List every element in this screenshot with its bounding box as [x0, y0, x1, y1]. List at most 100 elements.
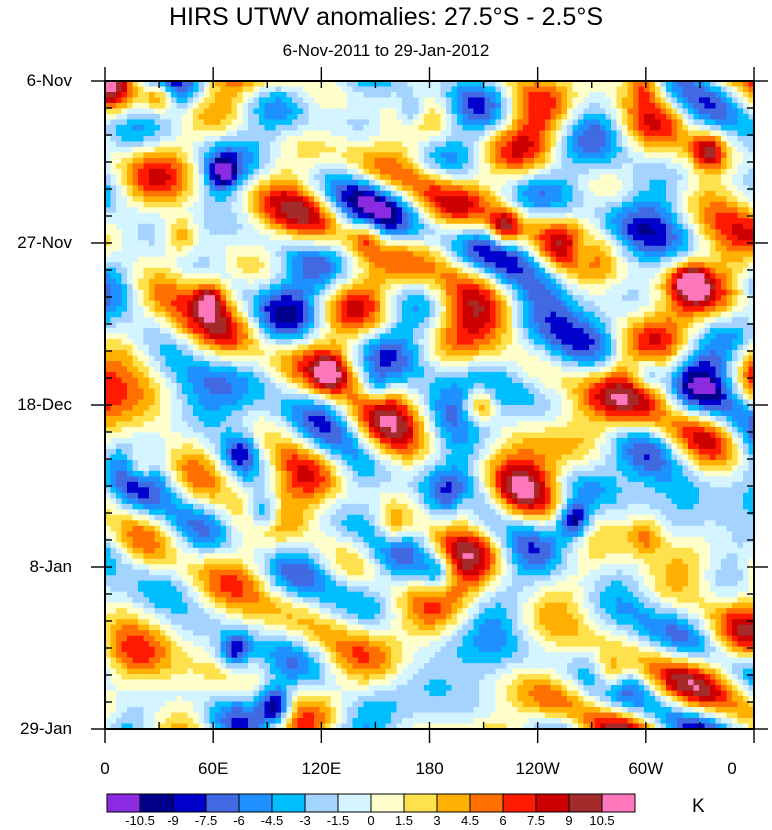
heatmap-cell	[347, 157, 354, 164]
heatmap-cell	[413, 251, 420, 258]
heatmap-cell	[583, 108, 590, 115]
heatmap-cell	[589, 108, 596, 115]
heatmap-cell	[721, 91, 728, 99]
heatmap-cell	[374, 218, 381, 225]
heatmap-cell	[319, 256, 326, 263]
heatmap-cell	[534, 130, 541, 137]
heatmap-cell	[281, 102, 288, 110]
heatmap-cell	[682, 97, 689, 104]
heatmap-cell	[605, 229, 612, 236]
heatmap-cell	[688, 284, 695, 291]
heatmap-cell	[490, 240, 497, 247]
heatmap-cell	[682, 300, 689, 307]
heatmap-cell	[380, 229, 387, 236]
heatmap-cell	[336, 179, 343, 186]
heatmap-cell	[303, 212, 310, 219]
heatmap-cell	[622, 212, 629, 219]
heatmap-cell	[534, 234, 541, 241]
heatmap-cell	[165, 135, 172, 143]
heatmap-cell	[160, 146, 167, 153]
heatmap-cell	[545, 234, 552, 241]
heatmap-cell	[451, 201, 458, 208]
heatmap-cell	[748, 179, 754, 186]
heatmap-cell	[699, 284, 706, 291]
heatmap-cell	[671, 278, 678, 285]
heatmap-cell	[424, 130, 431, 137]
heatmap-cell	[671, 86, 678, 93]
heatmap-cell	[561, 300, 568, 307]
heatmap-cell	[605, 273, 612, 280]
heatmap-cell	[105, 86, 112, 93]
heatmap-cell	[193, 289, 200, 296]
heatmap-cell	[121, 168, 128, 175]
heatmap-cell	[116, 190, 123, 197]
heatmap-cell	[484, 86, 491, 93]
heatmap-cell	[182, 289, 189, 296]
heatmap-cell	[479, 130, 486, 137]
heatmap-cell	[209, 229, 216, 236]
heatmap-cell	[446, 86, 453, 93]
heatmap-cell	[138, 218, 145, 225]
heatmap-cell	[127, 141, 134, 148]
heatmap-cell	[583, 306, 590, 313]
heatmap-cell	[209, 295, 216, 302]
heatmap-cell	[281, 91, 288, 99]
heatmap-cell	[358, 81, 365, 88]
heatmap-cell	[385, 102, 392, 110]
heatmap-cell	[677, 267, 684, 274]
heatmap-cell	[594, 174, 601, 181]
heatmap-cell	[677, 201, 684, 208]
heatmap-cell	[737, 91, 744, 99]
heatmap-cell	[369, 218, 376, 225]
heatmap-cell	[110, 223, 117, 230]
heatmap-cell	[292, 245, 299, 252]
heatmap-cell	[402, 157, 409, 164]
heatmap-cell	[242, 306, 249, 313]
heatmap-cell	[429, 273, 436, 280]
heatmap-cell	[149, 251, 156, 258]
heatmap-cell	[440, 146, 447, 153]
heatmap-cell	[369, 212, 376, 219]
heatmap-cell	[490, 267, 497, 274]
heatmap-cell	[363, 130, 370, 137]
heatmap-cell	[721, 163, 728, 170]
heatmap-cell	[660, 113, 667, 121]
heatmap-cell	[369, 300, 376, 307]
heatmap-cell	[627, 284, 634, 291]
heatmap-cell	[176, 119, 183, 126]
heatmap-cell	[231, 141, 238, 148]
heatmap-cell	[644, 295, 651, 302]
heatmap-cell	[440, 229, 447, 236]
heatmap-cell	[198, 300, 205, 307]
heatmap-cell	[341, 168, 348, 175]
heatmap-cell	[413, 81, 420, 88]
heatmap-cell	[396, 207, 403, 214]
heatmap-cell	[154, 113, 161, 121]
heatmap-cell	[495, 146, 502, 153]
heatmap-cell	[418, 152, 425, 159]
heatmap-cell	[633, 102, 640, 110]
heatmap-cell	[644, 157, 651, 164]
heatmap-cell	[380, 130, 387, 137]
heatmap-cell	[171, 97, 178, 104]
heatmap-cell	[352, 108, 359, 115]
heatmap-cell	[396, 256, 403, 263]
heatmap-cell	[440, 119, 447, 126]
heatmap-cell	[336, 113, 343, 121]
heatmap-cell	[204, 207, 211, 214]
heatmap-cell	[677, 196, 684, 203]
heatmap-cell	[737, 245, 744, 252]
heatmap-cell	[187, 212, 194, 219]
heatmap-cell	[605, 146, 612, 153]
heatmap-cell	[253, 97, 260, 104]
heatmap-cell	[286, 295, 293, 302]
heatmap-cell	[682, 179, 689, 186]
heatmap-cell	[501, 262, 508, 269]
heatmap-cell	[330, 91, 337, 99]
heatmap-cell	[726, 141, 733, 148]
heatmap-cell	[528, 289, 535, 296]
heatmap-cell	[644, 229, 651, 236]
heatmap-cell	[149, 102, 156, 110]
heatmap-cell	[341, 212, 348, 219]
heatmap-cell	[528, 135, 535, 143]
